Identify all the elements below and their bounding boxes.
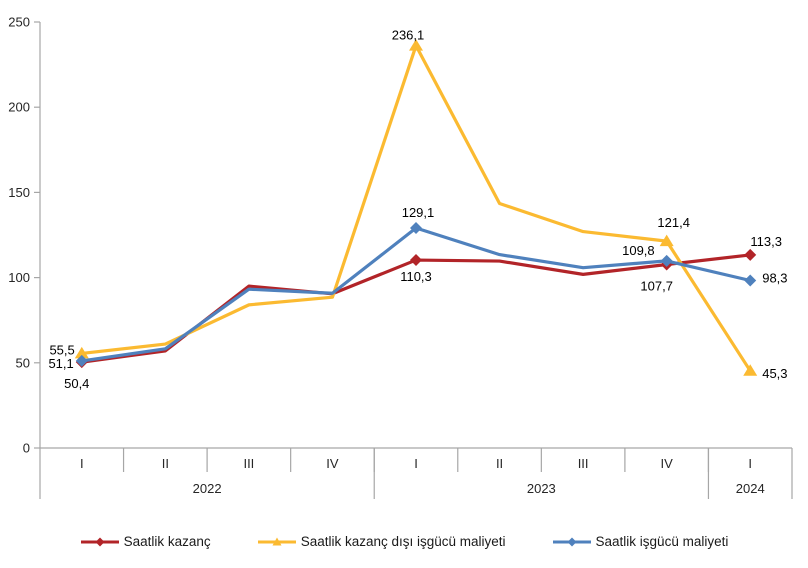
chart-legend: Saatlik kazanç Saatlik kazanç dışı işgücü… [0,534,808,549]
quarter-label: II [162,456,169,471]
data-label: 113,3 [750,234,782,249]
quarter-label: II [496,456,503,471]
quarter-label: III [243,456,254,471]
legend-item-1[interactable]: Saatlik kazanç [80,534,211,549]
legend-label: Saatlik kazanç [123,534,211,549]
data-label: 45,3 [762,366,787,381]
legend-label: Saatlik kazanç dışı işgücü maliyeti [300,534,506,549]
quarter-label: I [414,456,418,471]
diamond-marker [744,248,757,261]
data-label: 121,4 [657,215,690,230]
diamond-marker [75,354,88,367]
legend-key-diamond-icon [552,537,591,546]
year-label: 2023 [527,481,556,496]
quarter-label: IV [326,456,339,471]
quarter-label: III [578,456,589,471]
data-label: 129,1 [402,205,435,220]
diamond-marker [660,254,673,267]
diamond-marker [410,222,422,235]
legend-key-diamond-icon [80,537,119,546]
quarter-label: I [80,456,84,471]
year-label: 2024 [736,481,765,496]
data-label: 51,1 [48,356,73,371]
data-label: 55,5 [49,342,74,357]
data-label: 109,8 [622,243,655,258]
y-tick-label: 250 [8,15,30,30]
quarter-label: I [748,456,752,471]
y-tick-label: 100 [8,270,30,285]
y-tick-label: 50 [16,355,30,370]
data-label: 110,3 [400,269,432,284]
legend-label: Saatlik işgücü maliyeti [595,534,729,549]
quarter-label: IV [661,456,674,471]
diamond-marker [410,254,422,267]
y-tick-label: 200 [8,100,30,115]
data-label: 236,1 [392,28,425,43]
y-tick-label: 150 [8,185,30,200]
triangle-marker [409,39,423,51]
year-label: 2022 [193,481,222,496]
triangle-marker [74,346,89,359]
y-tick-label: 0 [23,441,30,456]
data-label: 50,4 [64,376,89,391]
legend-item-3[interactable]: Saatlik işgücü maliyeti [552,534,729,549]
data-label: 98,3 [762,270,787,285]
triangle-marker [743,364,758,376]
legend-item-2[interactable]: Saatlik kazanç dışı işgücü maliyeti [257,534,506,549]
triangle-marker [659,234,674,247]
diamond-marker [744,274,757,287]
legend-key-triangle-icon [257,537,296,545]
data-label: 107,7 [640,278,673,293]
